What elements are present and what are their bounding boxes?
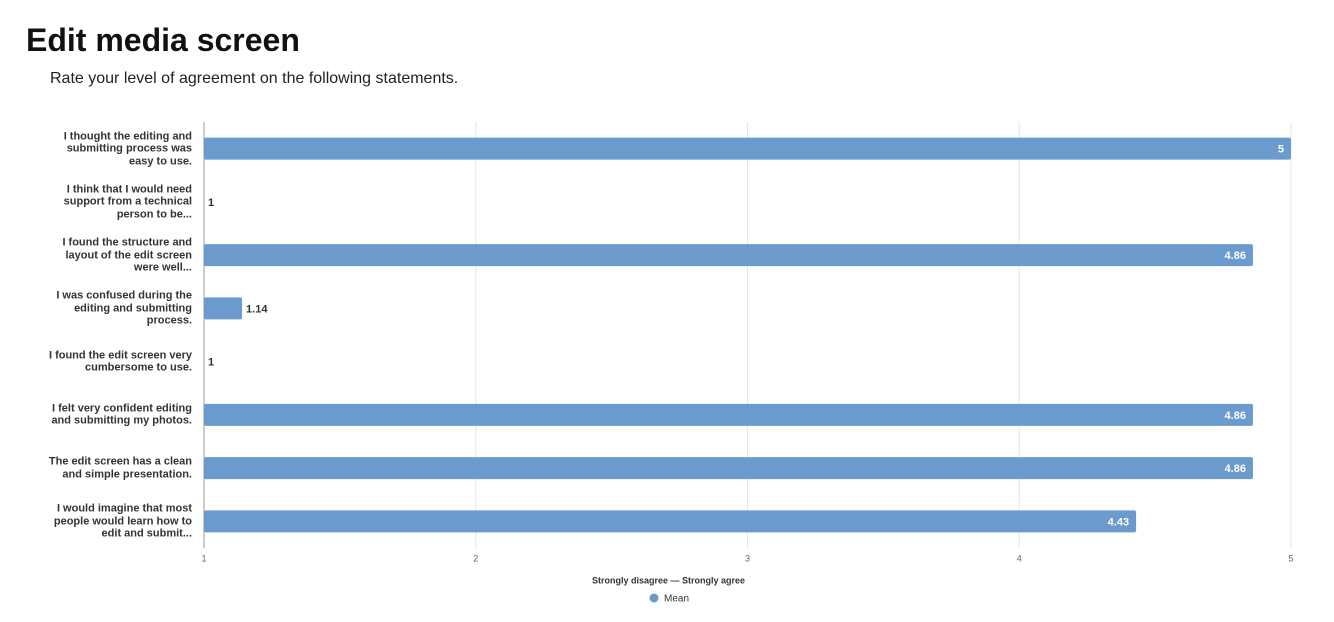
x-tick-label: 3 — [745, 553, 750, 563]
value-label: 5 — [1278, 144, 1284, 156]
y-tick-label: I found the structure and layout of the … — [62, 236, 192, 274]
y-tick-label: I think that I would need support from a… — [63, 183, 192, 221]
bar — [204, 457, 1253, 480]
chart-subtitle: Rate your level of agreement on the foll… — [50, 70, 459, 87]
y-tick-label: I was confused during the editing and su… — [56, 289, 192, 327]
legend-label: Mean — [664, 594, 689, 605]
chart-title: Edit media screen — [26, 22, 300, 58]
x-tick-label: 4 — [1017, 553, 1022, 563]
bar — [204, 244, 1253, 267]
bar — [204, 297, 243, 320]
x-tick-label: 5 — [1288, 553, 1293, 563]
value-label: 1 — [208, 197, 214, 209]
value-label: 4.86 — [1225, 410, 1246, 422]
bar — [204, 403, 1253, 426]
bar — [204, 510, 1137, 533]
y-tick-label: I found the edit screen very cumbersome … — [48, 349, 192, 374]
legend-marker — [649, 593, 659, 603]
x-tick-label: 2 — [473, 553, 478, 563]
x-axis-title: Strongly disagree — Strongly agree — [592, 575, 745, 585]
y-tick-label: I felt very confident editing and submit… — [51, 402, 192, 427]
value-label: 4.86 — [1225, 463, 1246, 475]
y-tick-label: I would imagine that most people would l… — [53, 502, 192, 540]
value-label: 1 — [208, 357, 214, 369]
value-label: 4.86 — [1225, 250, 1246, 262]
value-label: 1.14 — [246, 303, 268, 315]
y-tick-label: The edit screen has a clean and simple p… — [48, 455, 192, 481]
x-tick-label: 1 — [201, 553, 206, 563]
bar — [204, 137, 1291, 160]
y-tick-label: I thought the editing and submitting pro… — [63, 129, 192, 167]
value-label: 4.43 — [1108, 516, 1129, 528]
